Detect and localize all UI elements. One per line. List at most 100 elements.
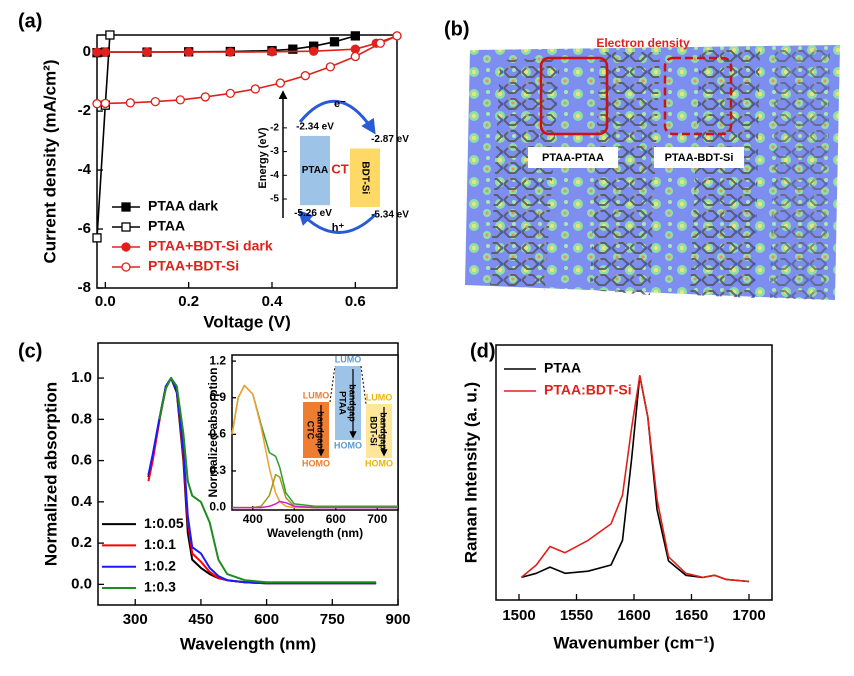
marker — [309, 46, 319, 56]
marker — [175, 95, 185, 105]
x-tick-label: 1500 — [502, 607, 535, 624]
marker — [105, 30, 115, 40]
y-tick-label: 1.0 — [71, 369, 92, 386]
band-name: PTAA — [338, 391, 348, 415]
x-tick-label: 300 — [123, 611, 148, 628]
molecule — [690, 48, 760, 298]
y-tick-label: 0.0 — [71, 575, 92, 592]
band-gap: bandgap — [379, 412, 389, 450]
x-axis-label: Voltage (V) — [203, 312, 291, 331]
lumo-label: LUMO — [335, 354, 362, 364]
x-axis-label: Wavenumber (cm⁻¹) — [553, 633, 714, 652]
homo-label: HOMO — [302, 458, 330, 468]
energy-level — [350, 148, 380, 208]
y-tick-label: -2 — [78, 102, 91, 119]
region-label: PTAA-BDT-Si — [665, 152, 734, 164]
homo-label: HOMO — [334, 440, 362, 450]
y-tick-label: 0.6 — [71, 452, 92, 469]
energy-level — [300, 135, 330, 206]
marker — [288, 44, 298, 54]
lumo-label: LUMO — [366, 392, 393, 402]
marker — [325, 62, 335, 72]
marker — [100, 98, 110, 109]
x-tick-label: 0.0 — [95, 293, 116, 310]
marker — [250, 84, 260, 94]
x-tick-label: 450 — [188, 611, 213, 628]
molecule — [490, 58, 560, 290]
lumo-label: LUMO — [303, 390, 330, 400]
legend-marker — [121, 242, 131, 252]
band-name: CTC — [306, 421, 316, 440]
y-tick-label: -4 — [78, 161, 92, 178]
plot-frame — [96, 34, 398, 289]
marker — [150, 96, 160, 107]
y-tick-label: -2 — [270, 123, 279, 134]
x-tick-label: 0.2 — [178, 293, 199, 310]
y-tick-label: 0.9 — [209, 390, 226, 404]
y-axis-label: Energy (eV) — [257, 127, 269, 188]
x-tick-label: 1700 — [732, 607, 765, 624]
y-axis-label: Raman Intensity (a. u.) — [461, 382, 480, 563]
y-tick-label: -3 — [270, 146, 279, 157]
legend-label: PTAA — [148, 218, 185, 234]
x-tick-label: 700 — [367, 512, 387, 526]
region-box — [663, 56, 733, 136]
panel-label: (d) — [470, 340, 496, 362]
marker — [142, 47, 152, 57]
level-name: BDT-Si — [359, 161, 370, 194]
y-tick-label: -4 — [270, 170, 279, 181]
marker — [92, 233, 102, 243]
marker — [300, 71, 310, 81]
band-gap: bandgap — [348, 384, 358, 422]
series-line — [96, 34, 111, 238]
panel-label: (b) — [444, 18, 470, 40]
marker — [125, 98, 135, 108]
y-tick-label: 0 — [83, 43, 91, 60]
y-tick-label: -5 — [270, 194, 279, 205]
marker — [267, 47, 277, 57]
panel-label: (a) — [18, 10, 42, 32]
y-tick-label: -6 — [78, 220, 91, 237]
homo-label: HOMO — [365, 458, 393, 468]
y-tick-label: 0.2 — [71, 534, 92, 551]
legend-label: 1:0.2 — [144, 557, 176, 573]
marker — [392, 31, 402, 41]
caption: Electron density — [596, 36, 690, 50]
marker — [92, 47, 102, 57]
y-tick-label: 0.8 — [71, 410, 92, 427]
region-label: PTAA-PTAA — [542, 152, 604, 164]
x-tick-label: 1600 — [617, 607, 650, 624]
series-line — [158, 377, 377, 584]
carrier-label: h⁺ — [332, 222, 345, 234]
band-box — [335, 366, 361, 440]
molecule — [590, 52, 660, 295]
legend-label: PTAA dark — [148, 198, 218, 214]
x-axis-label: Wavelength (nm) — [267, 526, 363, 540]
level-label: -5.34 eV — [371, 210, 409, 221]
panel-label: (c) — [18, 340, 42, 362]
level-name: PTAA — [302, 165, 328, 176]
x-tick-label: 600 — [254, 611, 279, 628]
band-box — [366, 404, 392, 458]
x-tick-label: 400 — [243, 512, 263, 526]
marker — [225, 88, 235, 99]
legend-label: 1:0.05 — [144, 515, 184, 531]
x-tick-label: 900 — [385, 611, 410, 628]
series-line — [232, 500, 398, 509]
x-tick-label: 1650 — [675, 607, 708, 624]
marker — [350, 51, 360, 62]
marker — [375, 38, 385, 48]
legend-label: PTAA — [544, 360, 581, 376]
band-box — [303, 402, 329, 458]
legend-label: 1:0.1 — [144, 536, 176, 552]
series-line — [97, 35, 398, 53]
x-tick-label: 600 — [326, 512, 346, 526]
transfer-label: CT — [331, 161, 348, 176]
panel-b: (b) Electron density PTAA-PTAA PTAA-BDT-… — [444, 18, 840, 300]
transfer-arrow — [298, 99, 376, 135]
marker — [275, 78, 285, 88]
y-tick-label: 0.0 — [209, 500, 226, 514]
x-tick-label: 750 — [320, 611, 345, 628]
